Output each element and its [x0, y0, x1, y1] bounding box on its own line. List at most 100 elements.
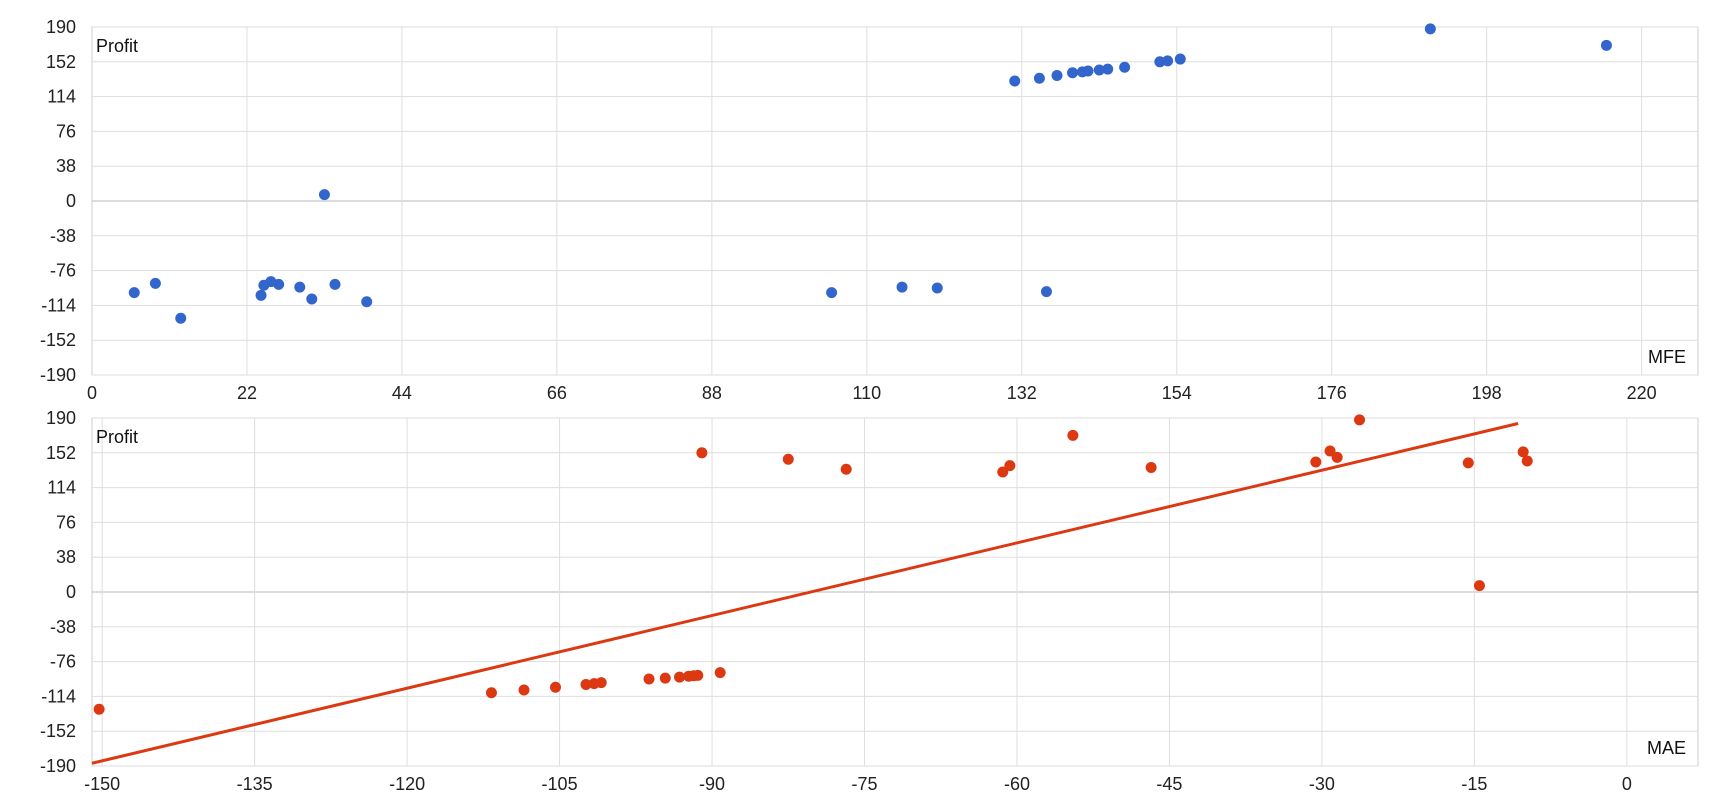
mfe-ytick-label: 190: [46, 17, 76, 37]
mfe-xtick-label: 220: [1627, 383, 1657, 403]
mfe-data-point: [1174, 53, 1186, 65]
mae-xtick-label: -135: [237, 774, 273, 794]
mae-ytick-label: 114: [47, 478, 76, 498]
mae-ytick-label: 152: [46, 443, 76, 463]
mfe-y-axis-title: Profit: [96, 36, 138, 56]
mae-ytick-label: -114: [41, 686, 76, 706]
mae-data-point: [1004, 460, 1016, 472]
mae-ytick-label: 0: [66, 582, 76, 602]
mfe-data-point: [175, 312, 187, 324]
mfe-xtick-label: 132: [1007, 383, 1037, 403]
mae-data-point: [643, 673, 655, 685]
mae-ytick-label: -76: [50, 652, 76, 672]
mae-data-point: [840, 463, 852, 475]
mae-xtick-label: 0: [1622, 774, 1632, 794]
mfe-data-point: [318, 189, 330, 201]
mae-data-point: [550, 681, 562, 693]
mfe-ytick-label: 152: [46, 52, 76, 72]
mae-data-point: [1331, 451, 1343, 463]
mae-data-point: [93, 703, 105, 715]
mae-data-point: [1521, 455, 1533, 467]
mae-data-point: [580, 678, 592, 690]
mfe-data-point: [1051, 70, 1063, 82]
mae-data-point: [1310, 456, 1322, 468]
mfe-data-point: [329, 278, 341, 290]
mfe-xtick-label: 44: [392, 383, 412, 403]
mae-ytick-label: 190: [46, 408, 76, 428]
mfe-data-point: [255, 289, 267, 301]
mae-data-point: [1067, 429, 1079, 441]
mfe-ytick-label: 0: [66, 191, 76, 211]
mae-data-point: [1473, 580, 1485, 592]
mfe-data-point: [1067, 67, 1079, 79]
mfe-xtick-label: 0: [87, 383, 97, 403]
mae-ytick-label: -190: [40, 756, 76, 776]
mae-data-point: [782, 453, 794, 465]
mfe-data-point: [273, 278, 285, 290]
mfe-xtick-label: 66: [547, 383, 567, 403]
mae-xtick-label: -30: [1309, 774, 1335, 794]
mfe-xtick-label: 110: [852, 383, 881, 403]
mfe-xtick-label: 22: [237, 383, 257, 403]
mae-data-point: [696, 447, 708, 459]
mfe-ytick-label: 76: [56, 121, 76, 141]
mae-data-point: [714, 667, 726, 679]
mae-ytick-label: 76: [56, 512, 76, 532]
mae-data-point: [1324, 445, 1336, 457]
mfe-ytick-label: 38: [56, 156, 76, 176]
mfe-data-point: [1102, 63, 1114, 75]
mae-xtick-label: -150: [84, 774, 120, 794]
mfe-x-axis-title: MFE: [1648, 347, 1686, 367]
mfe-data-point: [1040, 286, 1052, 298]
mae-trendline: [91, 422, 1519, 765]
mfe-ytick-label: 114: [47, 87, 76, 107]
mae-data-point: [692, 669, 704, 681]
mae-ytick-label: -152: [40, 721, 76, 741]
mfe-data-point: [826, 287, 838, 299]
mfe-data-point: [306, 293, 318, 305]
mfe-ytick-label: -76: [50, 261, 76, 281]
mae-data-point: [674, 671, 686, 683]
mae-xtick-label: -105: [542, 774, 578, 794]
mfe-data-point: [294, 281, 306, 293]
mae-xtick-label: -75: [851, 774, 877, 794]
mfe-ytick-label: -38: [50, 226, 76, 246]
mae-xtick-label: -45: [1156, 774, 1182, 794]
mfe-xtick-label: 176: [1317, 383, 1347, 403]
mfe-data-point: [1093, 64, 1105, 76]
mfe-data-point: [931, 282, 943, 294]
mae-data-point: [485, 687, 497, 699]
mfe-data-point: [1119, 61, 1131, 73]
mae-y-axis-title: Profit: [96, 427, 138, 447]
mfe-data-point: [1082, 65, 1094, 77]
mfe-data-point: [128, 287, 140, 299]
mfe-data-point: [1009, 75, 1021, 87]
mfe-data-point: [361, 296, 373, 308]
mae-data-point: [659, 672, 671, 684]
mfe-data-point: [149, 277, 161, 289]
mfe-ytick-label: -190: [40, 365, 76, 385]
mae-x-axis-title: MAE: [1647, 738, 1686, 758]
mfe-chart: 190 152 114 76 38 0 -38 -76 -114 -152 -190 0 22 44 66 8…: [40, 17, 1699, 403]
mfe-data-point: [896, 281, 908, 293]
mae-data-point: [518, 684, 530, 696]
mae-data-point: [1517, 446, 1529, 458]
mae-ytick-label: -38: [50, 617, 76, 637]
mae-ytick-label: 38: [56, 547, 76, 567]
mfe-data-point: [1033, 72, 1045, 84]
mfe-xtick-label: 198: [1472, 383, 1502, 403]
mfe-xtick-label: 88: [702, 383, 722, 403]
mae-xtick-label: -60: [1004, 774, 1030, 794]
mfe-data-point: [1600, 39, 1612, 51]
mae-data-point: [1462, 457, 1474, 469]
mfe-data-point: [1424, 23, 1436, 35]
mae-xtick-label: -15: [1461, 774, 1487, 794]
mfe-ytick-label: -152: [40, 330, 76, 350]
mfe-data-point: [1162, 55, 1174, 67]
mae-xtick-label: -90: [699, 774, 725, 794]
mae-xtick-label: -120: [389, 774, 425, 794]
mae-data-point: [997, 466, 1009, 478]
